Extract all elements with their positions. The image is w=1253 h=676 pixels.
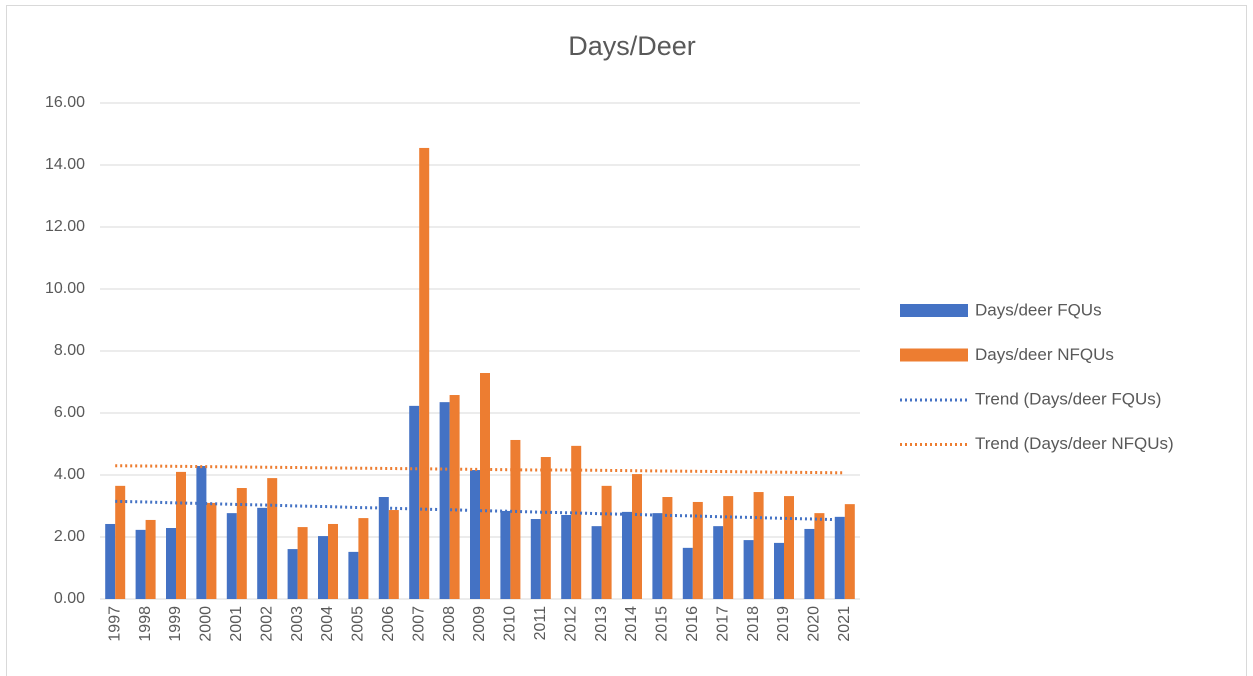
bar bbox=[753, 492, 764, 599]
bar bbox=[388, 510, 399, 599]
bar bbox=[135, 529, 146, 599]
bar bbox=[601, 485, 612, 599]
legend-swatch bbox=[900, 304, 968, 317]
x-tick-label: 2004 bbox=[319, 606, 336, 642]
bar bbox=[378, 497, 389, 599]
x-tick-label: 2005 bbox=[350, 606, 367, 642]
bar bbox=[115, 485, 126, 599]
x-tick-label: 2015 bbox=[654, 606, 671, 642]
x-tick-label: 2012 bbox=[562, 606, 579, 642]
legend-swatch bbox=[900, 348, 968, 362]
x-tick-label: 2000 bbox=[198, 606, 215, 642]
bar bbox=[662, 497, 673, 599]
x-tick-label: 2021 bbox=[836, 606, 853, 642]
y-tick-label: 0.00 bbox=[54, 590, 85, 607]
x-tick-label: 2006 bbox=[380, 606, 397, 642]
x-tick-label: 2007 bbox=[410, 606, 427, 642]
y-tick-label: 8.00 bbox=[54, 342, 85, 359]
x-tick-label: 2008 bbox=[441, 606, 458, 642]
bar bbox=[419, 147, 430, 599]
bar bbox=[105, 523, 116, 599]
x-tick-label: 2014 bbox=[623, 606, 640, 642]
bar bbox=[804, 528, 815, 599]
bar bbox=[470, 470, 480, 599]
y-tick-label: 4.00 bbox=[54, 466, 85, 483]
bar bbox=[774, 542, 784, 599]
bar bbox=[723, 496, 734, 599]
bar bbox=[692, 501, 703, 599]
bar bbox=[409, 405, 420, 599]
bar bbox=[297, 527, 308, 599]
bar bbox=[267, 478, 278, 599]
bar bbox=[449, 395, 460, 599]
bar bbox=[814, 513, 825, 599]
x-tick-label: 2011 bbox=[532, 606, 549, 641]
bar bbox=[196, 466, 207, 599]
bar bbox=[834, 516, 845, 599]
bar bbox=[682, 547, 693, 599]
bar bbox=[632, 474, 642, 599]
trend-line bbox=[115, 464, 845, 475]
y-tick-label: 16.00 bbox=[45, 94, 85, 111]
bar bbox=[328, 523, 338, 599]
bar bbox=[844, 504, 855, 599]
y-tick-label: 2.00 bbox=[54, 528, 85, 545]
bar bbox=[318, 536, 328, 599]
x-tick-label: 2018 bbox=[745, 606, 762, 642]
x-tick-label: 2017 bbox=[714, 606, 731, 642]
bar bbox=[358, 518, 369, 599]
bar bbox=[439, 402, 450, 599]
legend-label: Trend (Days/deer FQUs) bbox=[975, 389, 1161, 408]
bar bbox=[500, 510, 511, 599]
bar bbox=[510, 439, 521, 599]
x-tick-label: 2016 bbox=[684, 606, 701, 642]
bar bbox=[591, 526, 602, 599]
bar bbox=[176, 471, 186, 599]
x-tick-label: 2001 bbox=[228, 606, 245, 642]
y-tick-label: 14.00 bbox=[45, 156, 85, 173]
bar bbox=[348, 551, 359, 599]
legend-label: Days/deer FQUs bbox=[975, 300, 1102, 319]
bar bbox=[713, 526, 724, 599]
bar bbox=[287, 549, 298, 599]
bar bbox=[784, 496, 794, 599]
bar bbox=[561, 514, 572, 599]
x-tick-label: 1999 bbox=[167, 606, 184, 642]
bar bbox=[206, 502, 217, 599]
x-tick-label: 2002 bbox=[258, 606, 275, 642]
bar bbox=[652, 513, 663, 599]
legend-label: Trend (Days/deer NFQUs) bbox=[975, 434, 1174, 453]
x-tick-label: 2010 bbox=[502, 606, 519, 642]
y-tick-label: 10.00 bbox=[45, 280, 85, 297]
bar bbox=[622, 511, 632, 599]
x-tick-label: 1998 bbox=[137, 606, 154, 642]
bar bbox=[571, 445, 582, 599]
x-tick-label: 2003 bbox=[289, 606, 306, 642]
bar bbox=[743, 540, 754, 599]
bar bbox=[226, 513, 237, 599]
y-tick-label: 6.00 bbox=[54, 404, 85, 421]
bar bbox=[540, 457, 551, 599]
trend-line bbox=[115, 499, 845, 522]
chart-title: Days/Deer bbox=[568, 31, 696, 61]
x-tick-label: 2019 bbox=[775, 606, 792, 642]
y-tick-label: 12.00 bbox=[45, 218, 85, 235]
bar bbox=[236, 488, 247, 599]
x-tick-label: 2009 bbox=[471, 606, 488, 642]
bar bbox=[145, 519, 156, 599]
x-tick-label: 2013 bbox=[593, 606, 610, 642]
bar bbox=[530, 519, 541, 599]
bar bbox=[480, 373, 490, 599]
x-tick-label: 1997 bbox=[106, 606, 123, 642]
legend-label: Days/deer NFQUs bbox=[975, 345, 1114, 364]
x-tick-label: 2020 bbox=[806, 606, 823, 642]
bar bbox=[257, 507, 268, 599]
bar bbox=[166, 528, 176, 599]
